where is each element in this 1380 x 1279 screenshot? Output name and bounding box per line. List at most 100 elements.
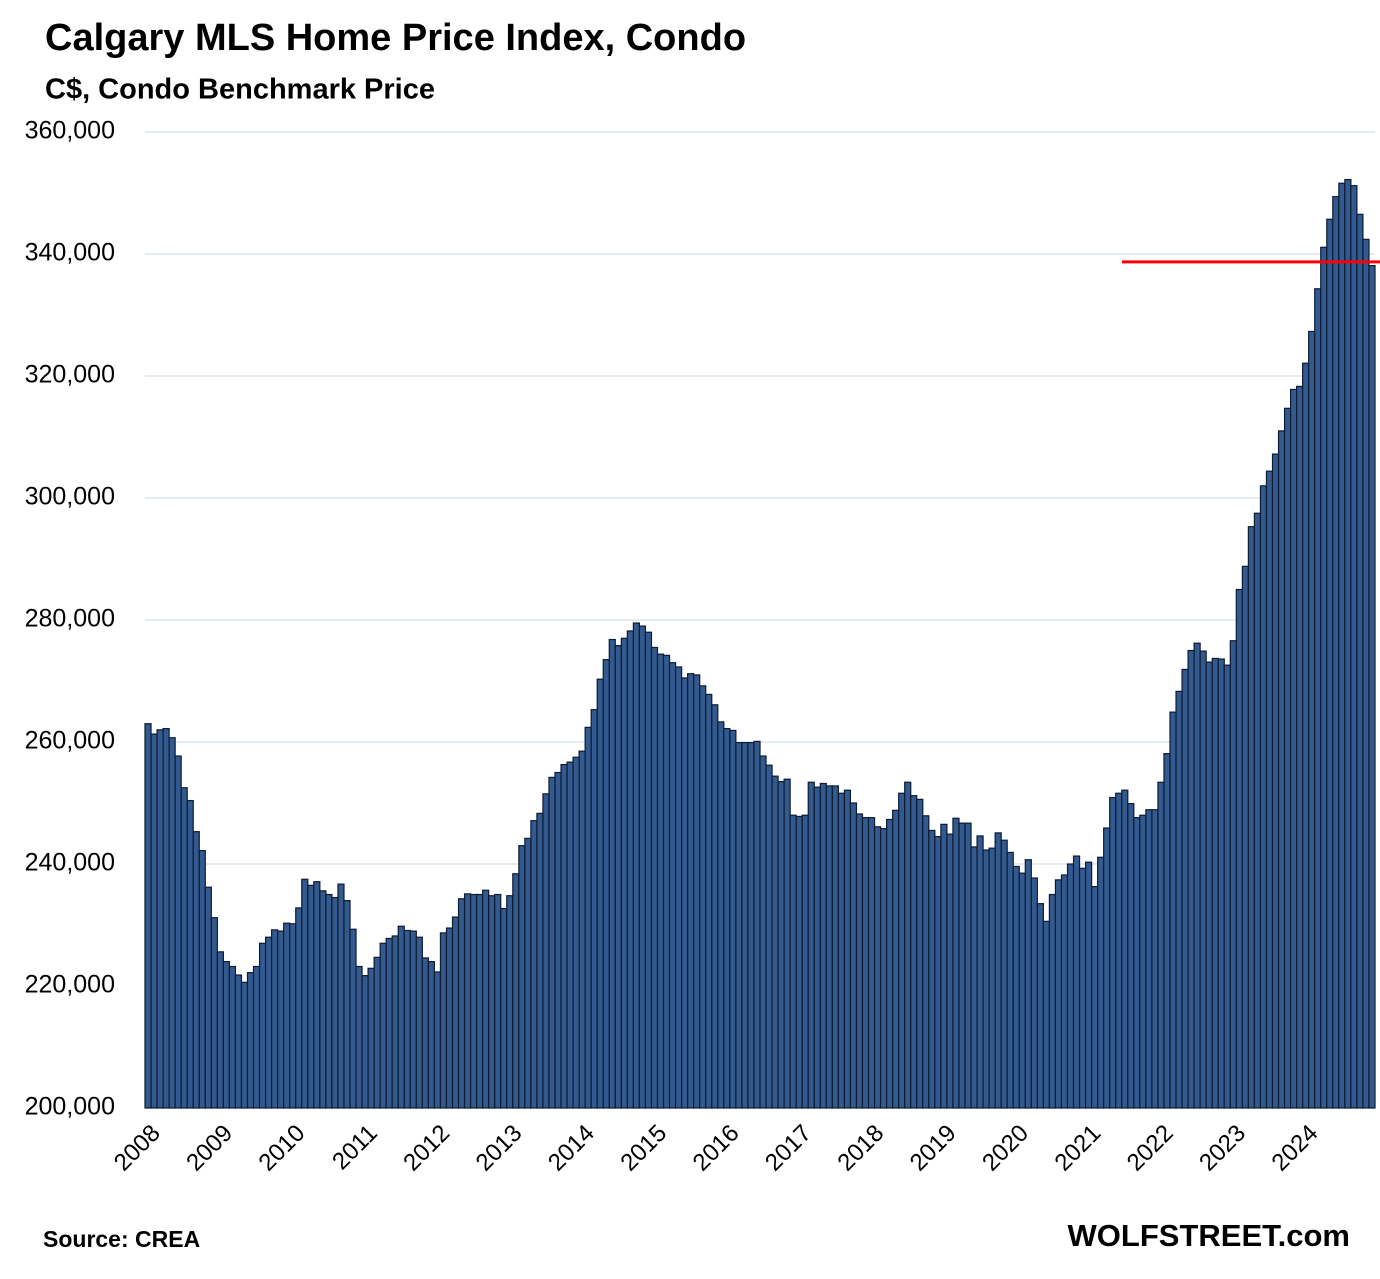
bar xyxy=(807,781,815,1109)
bar xyxy=(596,678,604,1109)
bar xyxy=(608,638,616,1109)
bar xyxy=(1205,661,1213,1109)
y-tick-label: 220,000 xyxy=(25,971,115,999)
bar xyxy=(741,742,749,1109)
bar xyxy=(494,893,502,1109)
bar xyxy=(469,893,478,1109)
bar xyxy=(1217,658,1225,1109)
bar xyxy=(524,837,532,1109)
bar xyxy=(409,930,417,1109)
bar xyxy=(192,831,200,1109)
bar xyxy=(674,666,683,1109)
bar xyxy=(144,723,152,1109)
bar xyxy=(1368,264,1376,1109)
bar xyxy=(457,898,466,1109)
bar xyxy=(765,764,773,1109)
bar xyxy=(747,742,755,1109)
bar xyxy=(1253,512,1262,1109)
bar xyxy=(825,785,833,1109)
bar xyxy=(1344,178,1352,1109)
bar xyxy=(1157,781,1165,1109)
bar xyxy=(1175,690,1183,1109)
y-tick-label: 300,000 xyxy=(25,483,115,511)
bar xyxy=(849,802,858,1109)
bar xyxy=(512,873,520,1109)
bar xyxy=(222,960,231,1109)
bar xyxy=(506,895,514,1109)
bar xyxy=(313,881,321,1109)
bar xyxy=(228,965,237,1109)
bar xyxy=(572,756,580,1109)
bar xyxy=(373,956,381,1109)
bar xyxy=(879,828,888,1109)
x-tick-label: 2020 xyxy=(977,1120,1034,1177)
bar xyxy=(331,896,339,1109)
x-tick-label: 2017 xyxy=(760,1120,817,1177)
bar xyxy=(831,785,839,1109)
source: Source: CREA xyxy=(43,1226,200,1252)
bar xyxy=(1151,809,1159,1109)
bar xyxy=(1265,470,1274,1109)
bar xyxy=(1223,664,1231,1109)
x-tick-label: 2013 xyxy=(471,1120,528,1177)
bar xyxy=(1302,362,1310,1109)
bar xyxy=(156,729,164,1109)
bar xyxy=(644,631,653,1109)
x-tick-label: 2008 xyxy=(109,1120,166,1177)
bar xyxy=(1006,851,1014,1109)
bar xyxy=(1181,668,1189,1109)
bar xyxy=(536,812,544,1109)
bar xyxy=(530,820,538,1109)
bar xyxy=(415,936,423,1109)
bar xyxy=(1121,789,1129,1109)
x-tick-label: 2016 xyxy=(688,1120,745,1177)
bar xyxy=(855,813,864,1109)
x-tick-label: 2012 xyxy=(398,1120,455,1177)
y-tick-label: 340,000 xyxy=(25,239,115,267)
bar xyxy=(735,742,743,1109)
bar xyxy=(476,893,484,1109)
bar xyxy=(439,932,448,1109)
bar xyxy=(1084,861,1093,1109)
bar xyxy=(1103,827,1111,1109)
bar xyxy=(343,899,351,1109)
bar xyxy=(1235,588,1243,1109)
bar xyxy=(988,847,996,1109)
bar xyxy=(916,798,924,1109)
bar xyxy=(898,792,906,1109)
bar xyxy=(240,981,249,1109)
bar xyxy=(566,761,574,1109)
bar xyxy=(699,685,707,1109)
bar xyxy=(246,971,255,1109)
bar xyxy=(1199,650,1207,1109)
bar xyxy=(427,960,436,1109)
bar xyxy=(500,907,508,1109)
bar xyxy=(1314,288,1322,1109)
bar xyxy=(258,942,267,1109)
bar xyxy=(1072,855,1081,1109)
bar xyxy=(1326,218,1334,1109)
x-tick-label: 2023 xyxy=(1194,1120,1251,1177)
bar xyxy=(729,729,737,1109)
bar xyxy=(542,793,550,1109)
bar xyxy=(650,646,659,1109)
bar xyxy=(777,781,785,1109)
bar xyxy=(379,942,387,1109)
bar xyxy=(349,928,357,1109)
bar xyxy=(168,737,176,1109)
y-tick-label: 360,000 xyxy=(25,117,115,145)
bar xyxy=(1018,872,1026,1109)
bar xyxy=(1109,796,1117,1109)
bar xyxy=(1229,640,1237,1109)
bar xyxy=(970,846,978,1109)
bar xyxy=(355,965,363,1109)
bar xyxy=(1060,874,1069,1109)
x-tick-label: 2019 xyxy=(905,1120,962,1177)
bar xyxy=(1133,817,1141,1109)
bar xyxy=(1271,453,1280,1109)
bar xyxy=(186,799,194,1109)
bar xyxy=(174,755,182,1109)
bar xyxy=(1078,867,1087,1109)
bar xyxy=(626,630,634,1109)
